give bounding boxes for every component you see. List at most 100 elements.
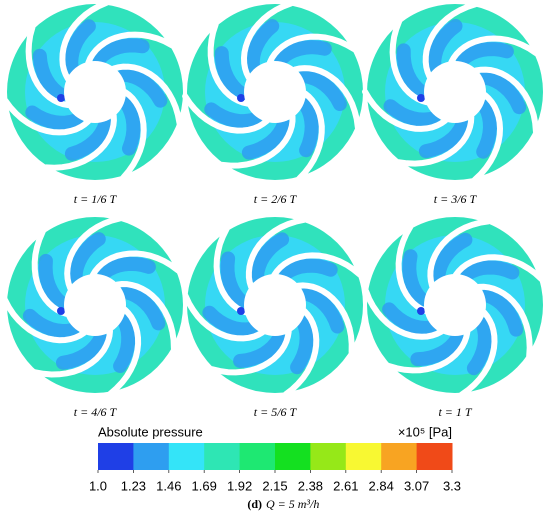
blue-patch bbox=[22, 308, 80, 339]
hub bbox=[244, 274, 306, 336]
blade bbox=[473, 66, 539, 135]
hub bbox=[64, 274, 126, 336]
blade bbox=[85, 31, 175, 66]
blue-patch bbox=[64, 19, 96, 75]
color-band bbox=[98, 443, 134, 470]
impeller bbox=[2, 0, 183, 181]
blue-patch bbox=[456, 42, 514, 66]
color-band bbox=[345, 443, 382, 470]
color-band bbox=[275, 443, 311, 470]
panel-label: t = 1/6 T bbox=[74, 192, 118, 206]
blade bbox=[110, 63, 183, 127]
tick-label: 2.84 bbox=[369, 478, 394, 493]
blade bbox=[395, 114, 475, 167]
blue-patch bbox=[382, 302, 437, 336]
color-band bbox=[381, 443, 418, 470]
tick-label: 3.07 bbox=[404, 478, 429, 493]
blade bbox=[295, 282, 355, 356]
tick-label: 1.23 bbox=[121, 478, 146, 493]
impeller bbox=[2, 215, 183, 397]
blade bbox=[363, 288, 445, 340]
blade bbox=[25, 24, 71, 108]
blade bbox=[389, 18, 430, 106]
blue-patch bbox=[214, 46, 248, 101]
blade bbox=[213, 226, 249, 316]
blade bbox=[240, 0, 294, 81]
impeller bbox=[182, 0, 363, 182]
blade bbox=[448, 35, 540, 66]
blue-patch bbox=[245, 19, 280, 74]
blade bbox=[266, 33, 358, 66]
blue-patch bbox=[478, 70, 527, 115]
blade bbox=[89, 250, 182, 279]
impeller bbox=[362, 1, 543, 183]
blade bbox=[182, 292, 266, 342]
blade bbox=[182, 93, 270, 134]
panel-label: t = 5/6 T bbox=[254, 405, 298, 419]
blue-patch bbox=[427, 19, 463, 73]
low-spot bbox=[237, 94, 245, 102]
blade bbox=[31, 228, 70, 317]
blue-patch bbox=[97, 256, 156, 280]
blue-patch bbox=[25, 105, 84, 130]
blade bbox=[427, 218, 492, 289]
blue-patch bbox=[92, 38, 150, 66]
low-spot bbox=[417, 307, 425, 315]
blue-patch bbox=[56, 331, 108, 370]
impeller bbox=[363, 217, 545, 398]
blade bbox=[362, 88, 449, 132]
blue-patch bbox=[480, 288, 524, 337]
tick-label: 3.3 bbox=[443, 478, 461, 493]
blue-patch bbox=[32, 48, 69, 102]
blue-patch bbox=[38, 253, 69, 310]
blade bbox=[2, 97, 92, 136]
tick-label: 1.46 bbox=[156, 478, 181, 493]
hub bbox=[424, 61, 486, 123]
blade bbox=[291, 65, 361, 131]
hub bbox=[64, 61, 126, 123]
blade bbox=[458, 309, 498, 398]
blade bbox=[219, 113, 296, 169]
blade bbox=[107, 306, 142, 397]
blade bbox=[207, 21, 251, 107]
blade bbox=[395, 223, 429, 314]
blue-patch bbox=[300, 286, 345, 334]
blue-patch bbox=[119, 97, 141, 156]
blue-patch bbox=[460, 260, 520, 281]
panel-label: t = 4/6 T bbox=[74, 405, 118, 419]
colorbar-title: Absolute pressure bbox=[98, 424, 203, 439]
blade bbox=[271, 252, 363, 278]
blue-patch bbox=[290, 316, 314, 375]
blue-patch bbox=[204, 102, 262, 129]
blue-patch bbox=[298, 69, 347, 111]
color-band bbox=[133, 443, 170, 470]
caption-text: Q = 5 m³/h bbox=[266, 497, 319, 511]
color-band bbox=[204, 443, 241, 470]
tick-label: 2.61 bbox=[333, 478, 358, 493]
blue-patch bbox=[241, 117, 291, 160]
hub bbox=[244, 61, 306, 123]
blade bbox=[2, 297, 87, 344]
blade bbox=[114, 280, 177, 352]
tick-label: 2.38 bbox=[298, 478, 323, 493]
blue-patch bbox=[119, 285, 166, 331]
blue-patch bbox=[466, 317, 492, 376]
blue-patch bbox=[396, 43, 428, 99]
blade bbox=[208, 328, 292, 376]
low-spot bbox=[57, 94, 65, 102]
blue-patch bbox=[383, 99, 441, 127]
blade bbox=[245, 216, 307, 290]
panel-label: t = 2/6 T bbox=[254, 192, 298, 206]
blue-patch bbox=[402, 249, 429, 307]
tick-label: 1.92 bbox=[227, 478, 252, 493]
blade bbox=[42, 112, 117, 171]
blade bbox=[471, 92, 504, 183]
blue-patch bbox=[274, 40, 332, 66]
low-spot bbox=[237, 307, 245, 315]
panel-label: t = 3/6 T bbox=[434, 192, 478, 206]
tick-label: 2.15 bbox=[262, 478, 287, 493]
panel-label: t = 1 T bbox=[438, 405, 472, 419]
blade bbox=[385, 329, 471, 374]
blue-patch bbox=[64, 117, 113, 161]
